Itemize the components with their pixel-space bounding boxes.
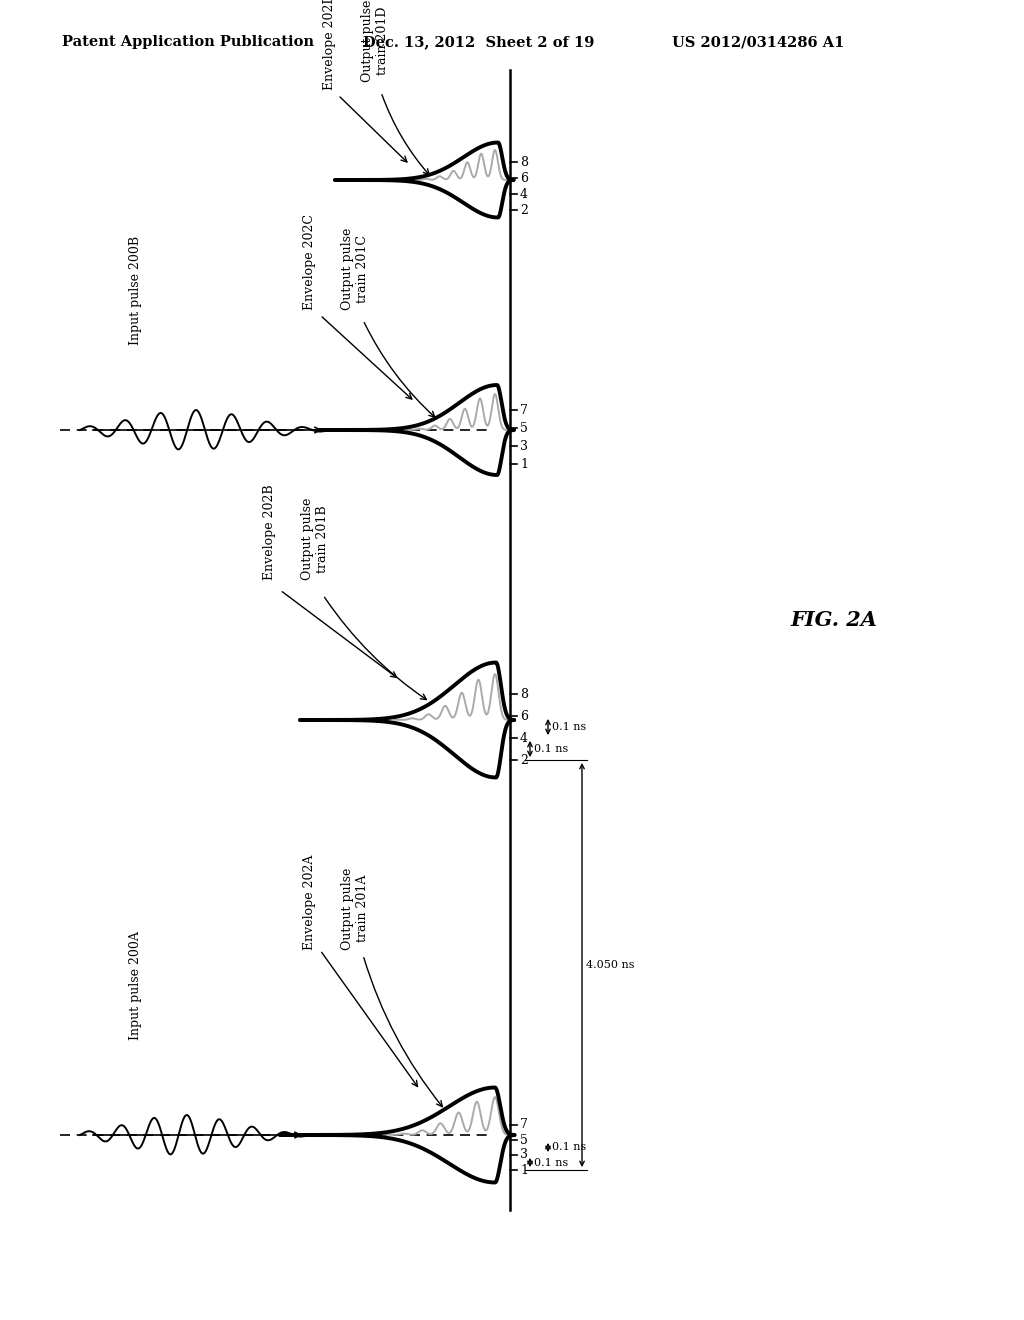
Text: Envelope 202A: Envelope 202A (303, 854, 316, 950)
Text: Output pulse
train 201C: Output pulse train 201C (341, 227, 369, 310)
Text: 7: 7 (520, 404, 528, 417)
Text: 0.1 ns: 0.1 ns (552, 1143, 587, 1152)
Text: FIG. 2A: FIG. 2A (790, 610, 877, 630)
Text: US 2012/0314286 A1: US 2012/0314286 A1 (672, 36, 845, 49)
Text: 1: 1 (520, 1163, 528, 1176)
Text: 4: 4 (520, 731, 528, 744)
Text: 0.1 ns: 0.1 ns (552, 722, 587, 733)
Text: Input pulse 200A: Input pulse 200A (128, 931, 141, 1040)
Text: 8: 8 (520, 156, 528, 169)
Text: 5: 5 (520, 1134, 528, 1147)
Text: Envelope 202C: Envelope 202C (303, 214, 316, 310)
Text: 0.1 ns: 0.1 ns (534, 1158, 568, 1167)
Text: 0.1 ns: 0.1 ns (534, 744, 568, 754)
Text: 8: 8 (520, 688, 528, 701)
Text: Dec. 13, 2012  Sheet 2 of 19: Dec. 13, 2012 Sheet 2 of 19 (362, 36, 594, 49)
Text: Input pulse 200B: Input pulse 200B (128, 236, 141, 345)
Text: 4: 4 (520, 187, 528, 201)
Text: 1: 1 (520, 458, 528, 470)
Text: 3: 3 (520, 440, 528, 453)
Text: 6: 6 (520, 710, 528, 722)
Text: 4.050 ns: 4.050 ns (586, 960, 635, 970)
Text: 6: 6 (520, 172, 528, 185)
Text: Output pulse
train 201B: Output pulse train 201B (301, 498, 329, 579)
Text: 2: 2 (520, 203, 528, 216)
Text: 2: 2 (520, 754, 528, 767)
Text: 5: 5 (520, 421, 528, 434)
Text: Envelope 202B: Envelope 202B (263, 484, 276, 579)
Text: Output pulse
train 201D: Output pulse train 201D (361, 0, 389, 82)
Text: Output pulse
train 201A: Output pulse train 201A (341, 867, 369, 950)
Text: Patent Application Publication: Patent Application Publication (62, 36, 314, 49)
Text: Envelope 202D: Envelope 202D (324, 0, 337, 90)
Text: 3: 3 (520, 1148, 528, 1162)
Text: 7: 7 (520, 1118, 528, 1131)
